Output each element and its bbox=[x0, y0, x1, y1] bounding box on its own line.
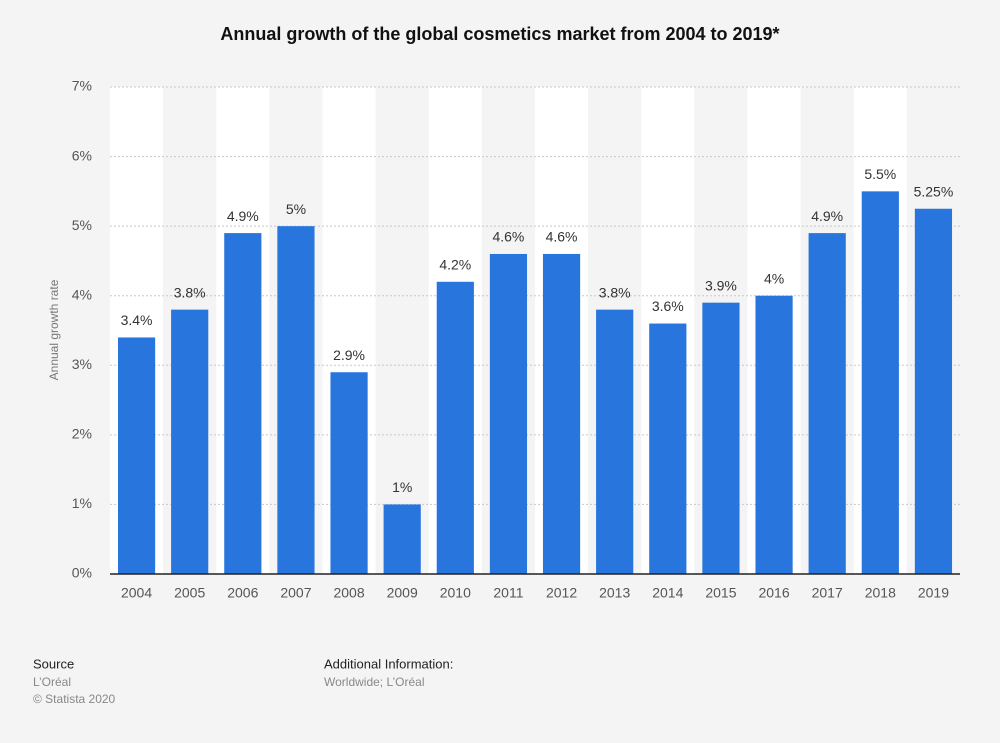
x-tick-label: 2017 bbox=[812, 585, 843, 601]
y-tick-label: 6% bbox=[72, 147, 92, 163]
value-label: 4.2% bbox=[439, 257, 471, 273]
y-tick-label: 7% bbox=[72, 78, 92, 94]
x-tick-label: 2009 bbox=[387, 585, 418, 601]
x-tick-label: 2008 bbox=[333, 585, 364, 601]
x-tick-label: 2010 bbox=[440, 585, 471, 601]
value-label: 3.9% bbox=[705, 277, 737, 293]
bar bbox=[224, 233, 262, 574]
x-tick-label: 2011 bbox=[493, 585, 523, 601]
bar bbox=[171, 309, 209, 574]
y-tick-label: 3% bbox=[72, 356, 92, 372]
bar bbox=[489, 253, 528, 574]
x-tick-label: 2006 bbox=[227, 585, 258, 601]
value-label: 4.9% bbox=[811, 208, 843, 224]
value-label: 3.8% bbox=[174, 284, 206, 300]
value-label: 1% bbox=[392, 479, 412, 495]
y-tick-label: 1% bbox=[72, 495, 92, 511]
bar bbox=[277, 226, 315, 574]
value-label: 5.25% bbox=[914, 183, 954, 199]
value-label: 2.9% bbox=[333, 347, 365, 363]
chart-title: Annual growth of the global cosmetics ma… bbox=[220, 24, 779, 44]
x-tick-label: 2004 bbox=[121, 585, 152, 601]
bar bbox=[861, 191, 899, 574]
x-tick-label: 2007 bbox=[280, 585, 311, 601]
band bbox=[375, 87, 429, 574]
bar bbox=[542, 253, 581, 574]
y-tick-label: 4% bbox=[72, 286, 92, 302]
source-title: Source bbox=[33, 656, 74, 671]
x-tick-label: 2014 bbox=[652, 585, 683, 601]
bar bbox=[755, 295, 793, 574]
y-axis-label: Annual growth rate bbox=[47, 279, 61, 380]
value-label: 3.8% bbox=[599, 284, 631, 300]
info-line: Worldwide; L’Oréal bbox=[324, 675, 425, 689]
source-line: L’Oréal bbox=[33, 675, 71, 689]
bar bbox=[330, 372, 368, 574]
bar bbox=[596, 309, 634, 574]
x-tick-label: 2019 bbox=[918, 585, 949, 601]
source-line: © Statista 2020 bbox=[33, 692, 116, 706]
bar bbox=[117, 337, 156, 574]
bar bbox=[808, 233, 846, 574]
y-tick-label: 2% bbox=[72, 426, 92, 442]
x-tick-label: 2016 bbox=[758, 585, 789, 601]
x-tick-label: 2018 bbox=[865, 585, 896, 601]
info-title: Additional Information: bbox=[324, 656, 453, 671]
x-tick-label: 2013 bbox=[599, 585, 630, 601]
value-label: 4% bbox=[764, 270, 784, 286]
value-label: 4.6% bbox=[546, 229, 578, 245]
bar bbox=[383, 504, 421, 574]
value-label: 3.4% bbox=[121, 312, 153, 328]
bar bbox=[702, 302, 740, 574]
value-label: 5.5% bbox=[864, 166, 896, 182]
x-tick-label: 2012 bbox=[546, 585, 577, 601]
value-label: 5% bbox=[286, 201, 306, 217]
bar bbox=[649, 323, 687, 574]
value-label: 4.9% bbox=[227, 208, 259, 224]
value-label: 3.6% bbox=[652, 298, 684, 314]
x-tick-label: 2015 bbox=[705, 585, 736, 601]
bar bbox=[914, 208, 953, 574]
bar bbox=[436, 281, 474, 574]
x-tick-label: 2005 bbox=[174, 585, 205, 601]
value-label: 4.6% bbox=[492, 229, 524, 245]
y-tick-label: 0% bbox=[72, 565, 92, 581]
y-tick-label: 5% bbox=[72, 217, 92, 233]
